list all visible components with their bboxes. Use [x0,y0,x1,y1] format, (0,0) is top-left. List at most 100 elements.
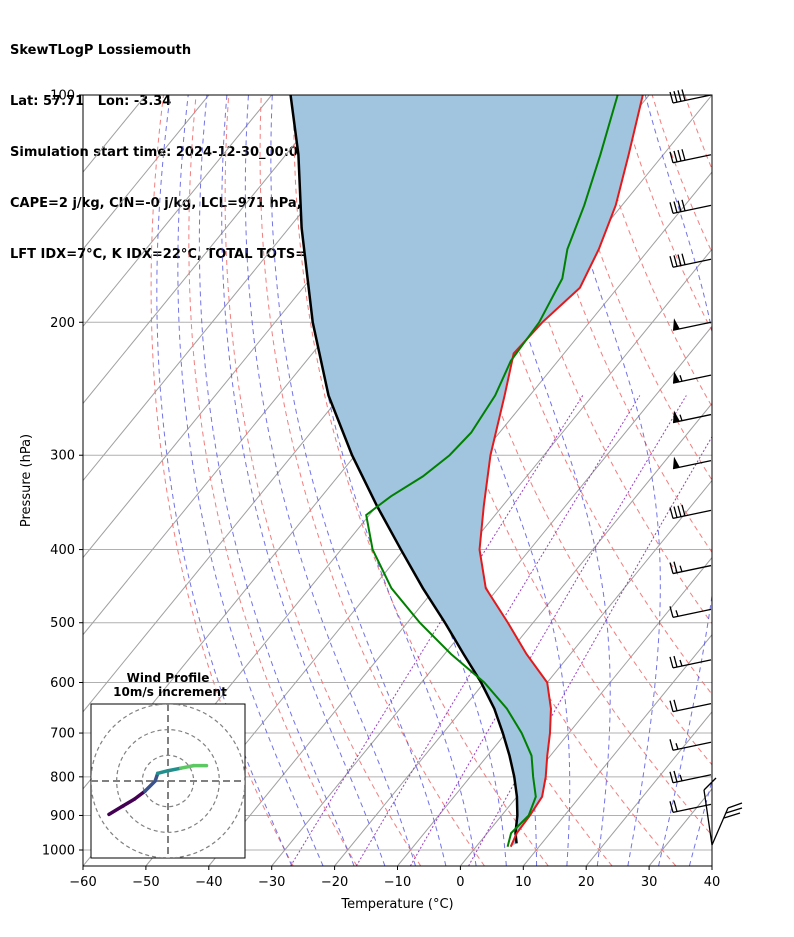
isotherm-line [83,95,84,96]
wind-barb-full [681,149,686,161]
wind-barb [669,770,712,784]
wind-barb-full [681,89,686,101]
plot-area [83,95,794,866]
wind-barb-shaft [672,154,712,164]
wind-barb-full [681,253,686,265]
moist-adiabat [644,95,712,866]
wind-barb [672,456,712,470]
y-tick-label: 300 [50,449,75,464]
wind-barb-half [679,659,683,667]
dry-adiabat [750,95,794,866]
hodograph-trace-segment [155,768,170,776]
hodograph-subtitle: 10m/s increment [113,685,227,699]
x-tick-label: −40 [195,875,222,890]
x-tick-label: −10 [384,875,411,890]
y-axis-label: Pressure (hPa) [19,434,34,527]
dry-adiabat [224,95,422,866]
isotherm-line [522,633,712,866]
wind-barb-half [679,414,683,421]
isotherm-line [460,556,712,866]
wind-barb [669,504,712,520]
moist-adiabat [156,95,293,866]
wind-barb [672,410,712,424]
wind-barb-full [677,200,682,212]
wind-barb-full [677,505,682,517]
y-tick-label: 700 [50,727,75,742]
wind-barb-full [673,699,678,711]
dry-adiabat [488,95,712,625]
x-tick-label: −20 [321,875,348,890]
wind-barb-full [673,770,678,783]
y-tick-label: 200 [50,316,75,331]
moist-adiabat [720,95,794,866]
hodograph-trace-segment [179,763,196,770]
y-tick-label: 800 [50,770,75,785]
x-axis-label: Temperature (°C) [340,897,453,912]
hodograph-title: Wind Profile [127,671,210,685]
isotherm-line [271,325,712,866]
wind-barb-full [669,91,674,104]
x-tick-label: 10 [515,875,532,890]
moist-adiabat [546,95,661,866]
wind-barb-half [675,610,679,617]
wind-barb-shaft [672,703,712,713]
x-tick-label: −30 [258,875,285,890]
wind-barb-full [669,739,674,751]
x-tick-label: 20 [578,875,595,890]
wind-barb-flag [673,318,680,331]
x-tick-label: −60 [69,875,96,890]
wind-barb-full [669,771,674,783]
cape-shading [290,95,643,847]
dry-adiabat [782,95,794,866]
dry-adiabat [188,95,358,866]
wind-barb-shaft [672,564,712,575]
isotherm-line [83,95,335,405]
wind-barb-shaft [703,789,713,846]
isotherm-line [83,95,273,328]
hodograph-trace-segment [132,789,147,801]
dry-adiabat [619,95,712,332]
wind-barb-full [669,202,674,214]
isotherm-line [397,479,712,866]
wind-barb-full [669,562,674,574]
moist-adiabat [270,95,447,866]
hodograph-trace-segment [120,797,137,809]
wind-barb-shaft [672,204,712,214]
wind-barb-flag [673,410,680,423]
wind-barb-shaft [672,509,712,520]
wind-barb-full [669,151,674,163]
y-tick-label: 600 [50,676,75,691]
wind-barb-flag [673,456,680,469]
wind-barb [672,318,712,331]
wind-barb-shaft [672,94,712,104]
wind-barb-flag [673,371,680,384]
x-tick-label: −50 [132,875,159,890]
wind-barb [669,253,712,268]
wind-barb [669,699,712,713]
dry-adiabat [717,95,794,866]
wind-barb [669,655,712,669]
wind-barb-full [669,700,674,712]
wind-barb-shaft [672,258,712,268]
dewpoint-line [365,95,619,847]
mixing-ratio-line [355,395,641,866]
wind-barb-shaft [672,774,712,784]
isotherm-line [83,95,210,250]
moist-adiabat [298,95,477,866]
wind-barb [669,89,712,104]
x-tick-label: 40 [704,875,721,890]
y-tick-label: 100 [50,89,75,104]
y-tick-label: 1000 [42,844,75,859]
wind-barb-full [723,812,741,819]
wind-barb-shaft [672,608,712,618]
hodograph-trace-segment [143,779,157,794]
y-tick-label: 500 [50,616,75,631]
wind-barb-full [673,800,678,812]
wind-barb-full [725,807,743,814]
wind-barb-shaft [672,741,712,751]
wind-barb [669,199,712,214]
dry-adiabat [553,95,712,482]
wind-barb-full [673,255,678,267]
wind-barb-full [703,777,717,791]
